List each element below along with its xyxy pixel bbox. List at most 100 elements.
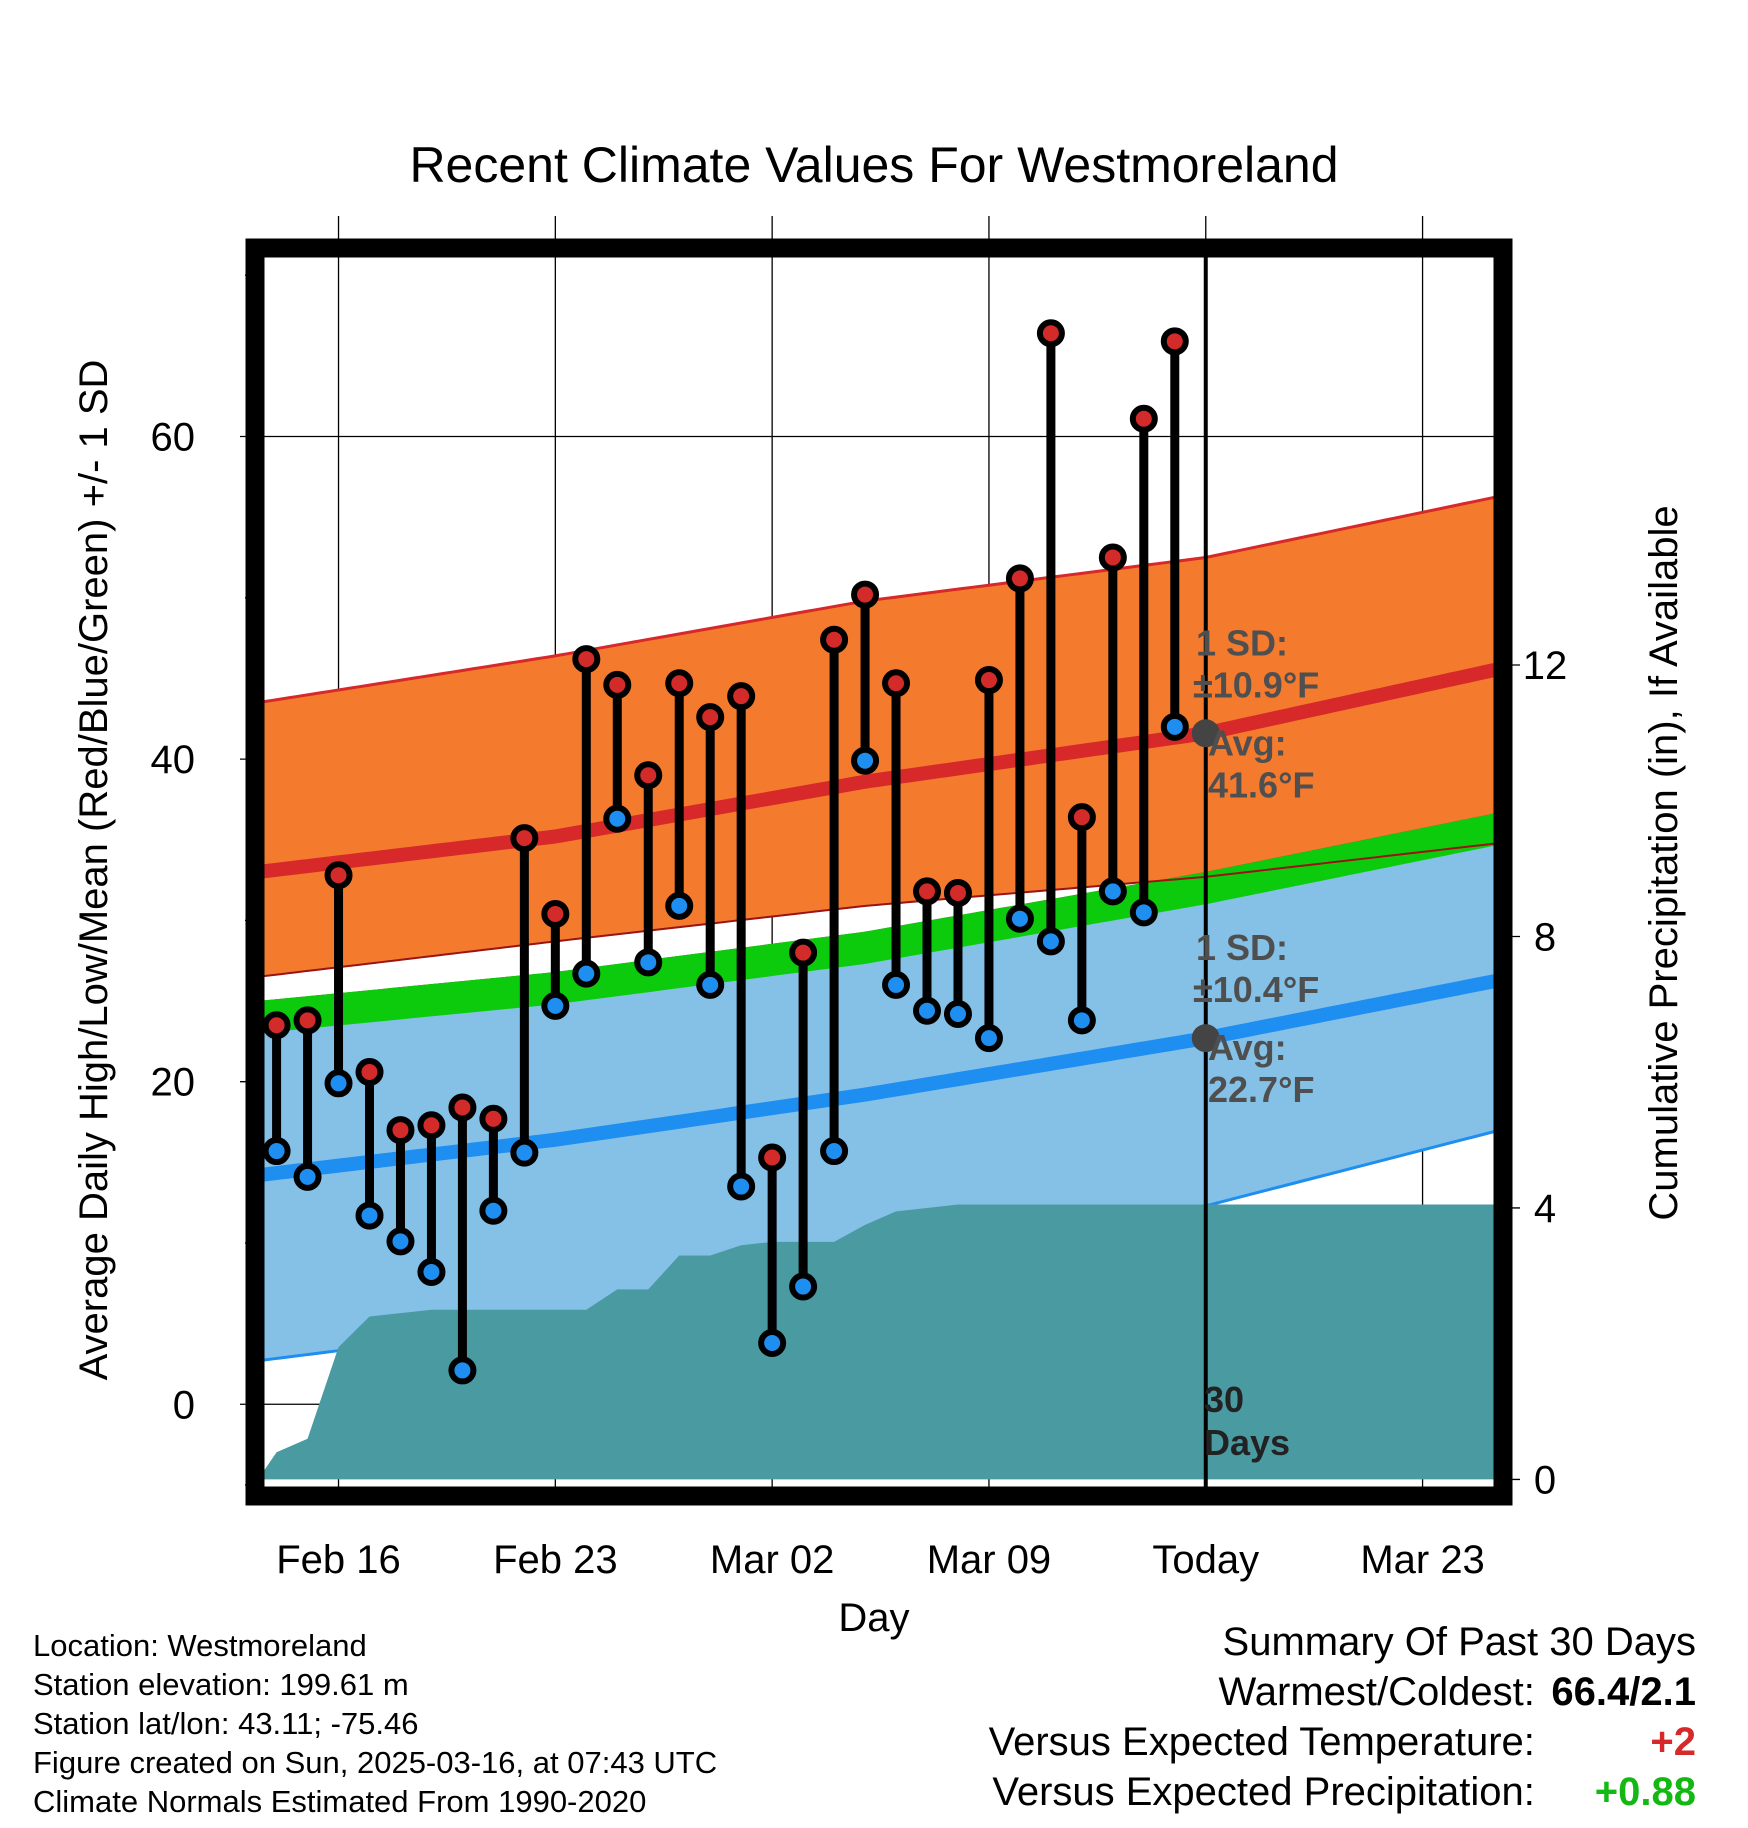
created-text: Figure created on Sun, 2025-03-16, at 07… <box>33 1745 718 1780</box>
obs-high-dot <box>417 1111 446 1140</box>
obs-low-dot <box>851 746 880 775</box>
high-sd-label: 1 SD: <box>1196 622 1288 663</box>
high-avg-value: 41.6°F <box>1208 764 1314 805</box>
y-tick-label-left: 60 <box>151 415 196 459</box>
obs-low-dot <box>1036 927 1065 956</box>
obs-low-dot <box>541 991 570 1020</box>
obs-high-dot <box>1129 404 1158 433</box>
high-avg-line <box>258 662 1499 879</box>
obs-low-dot <box>913 996 942 1025</box>
obs-high-dot <box>974 666 1003 695</box>
obs-low-dot <box>1129 898 1158 927</box>
obs-high-dot <box>943 878 972 907</box>
temp-label: Versus Expected Temperature: <box>988 1720 1535 1764</box>
obs-high-dot <box>510 824 539 853</box>
x-tick-label: Mar 23 <box>1360 1538 1485 1582</box>
obs-low-dot <box>262 1137 291 1166</box>
obs-low-dot <box>974 1024 1003 1053</box>
x-tick-label: Today <box>1152 1538 1259 1582</box>
obs-low-dot <box>1098 877 1127 906</box>
x-tick-label: Mar 02 <box>710 1538 835 1582</box>
obs-high-dot <box>541 899 570 928</box>
obs-low-dot <box>758 1328 787 1357</box>
obs-high-dot <box>882 669 911 698</box>
x-tick-label: Feb 23 <box>493 1538 618 1582</box>
obs-low-dot <box>355 1201 384 1230</box>
obs-high-dot <box>386 1116 415 1145</box>
elevation-text: Station elevation: 199.61 m <box>33 1667 409 1702</box>
today-low-avg-marker <box>1191 1024 1220 1053</box>
obs-high-dot <box>820 625 849 654</box>
plot-border <box>245 238 1513 1506</box>
obs-low-dot <box>386 1227 415 1256</box>
obs-high-dot <box>355 1058 384 1087</box>
location-text: Location: Westmoreland <box>33 1628 367 1663</box>
y-tick-label-left: 20 <box>151 1061 196 1105</box>
chart-title: Recent Climate Values For Westmoreland <box>409 137 1338 193</box>
period-label-days: Days <box>1204 1422 1290 1463</box>
obs-high-dot <box>479 1104 508 1133</box>
period-label: 30 <box>1204 1379 1244 1420</box>
low-sd-value: ±10.4°F <box>1193 969 1319 1010</box>
high-sd-value: ±10.9°F <box>1193 664 1319 705</box>
plot-area <box>258 495 1500 1480</box>
obs-high-dot <box>1036 319 1065 348</box>
high-avg-label: Avg: <box>1208 722 1287 763</box>
obs-high-dot <box>448 1093 477 1122</box>
obs-high-dot <box>293 1006 322 1035</box>
y-tick-label-right: 12 <box>1523 644 1568 688</box>
summary-panel: Summary Of Past 30 Days Warmest/Coldest:… <box>989 1617 1696 1817</box>
obs-high-dot <box>1067 803 1096 832</box>
y-axis-label-right: Cumulative Precipitation (in), If Availa… <box>1642 505 1686 1220</box>
mean-band <box>258 812 1497 1034</box>
y-tick-label-right: 0 <box>1534 1458 1556 1502</box>
plot-frame <box>245 238 1513 1506</box>
low-avg-value: 22.7°F <box>1208 1069 1314 1110</box>
today-high-avg-marker <box>1191 719 1220 748</box>
normals-text: Climate Normals Estimated From 1990-2020 <box>33 1784 647 1819</box>
precip-label: Versus Expected Precipitation: <box>992 1770 1535 1814</box>
obs-high-dot <box>727 682 756 711</box>
obs-low-dot <box>789 1272 818 1301</box>
obs-low-dot <box>479 1196 508 1225</box>
obs-high-dot <box>665 669 694 698</box>
warmest-coldest-value: 66.4/2.1 <box>1551 1670 1696 1714</box>
y-tick-label-right: 4 <box>1534 1187 1556 1231</box>
low-sd-label: 1 SD: <box>1196 927 1288 968</box>
summary-precipitation: Versus Expected Precipitation: +0.88 <box>989 1767 1696 1817</box>
summary-warmest-coldest: Warmest/Coldest: 66.4/2.1 <box>989 1667 1697 1717</box>
precip-area <box>258 1204 1500 1480</box>
observations <box>262 319 1189 1385</box>
summary-title: Summary Of Past 30 Days <box>1222 1620 1696 1664</box>
x-tick-label: Feb 16 <box>276 1538 401 1582</box>
obs-high-dot <box>758 1143 787 1172</box>
obs-high-dot <box>1005 564 1034 593</box>
obs-high-dot <box>851 580 880 609</box>
x-axis-label: Day <box>838 1596 909 1640</box>
station-info: Location: Westmoreland Station elevation… <box>33 1626 717 1821</box>
obs-low-dot <box>665 891 694 920</box>
obs-low-dot <box>1005 904 1034 933</box>
obs-low-dot <box>293 1162 322 1191</box>
x-tick-label: Mar 09 <box>927 1538 1052 1582</box>
y-tick-label-left: 0 <box>173 1383 195 1427</box>
warmest-coldest-label: Warmest/Coldest: <box>1218 1670 1535 1714</box>
obs-high-dot <box>634 761 663 790</box>
obs-high-dot <box>1160 327 1189 356</box>
obs-low-dot <box>727 1172 756 1201</box>
y-tick-label-right: 8 <box>1534 915 1556 959</box>
obs-high-dot <box>262 1011 291 1040</box>
obs-low-dot <box>882 970 911 999</box>
obs-low-dot <box>324 1069 353 1098</box>
obs-low-dot <box>943 999 972 1028</box>
low-avg-label: Avg: <box>1208 1027 1287 1068</box>
obs-high-dot <box>572 645 601 674</box>
high-lower-line <box>258 842 1498 978</box>
obs-high-dot <box>1098 543 1127 572</box>
obs-low-dot <box>1160 712 1189 741</box>
y-axis-label-left: Average Daily High/Low/Mean (Red/Blue/Gr… <box>72 360 116 1381</box>
summary-temperature: Versus Expected Temperature: +2 <box>989 1717 1696 1767</box>
obs-low-dot <box>510 1138 539 1167</box>
